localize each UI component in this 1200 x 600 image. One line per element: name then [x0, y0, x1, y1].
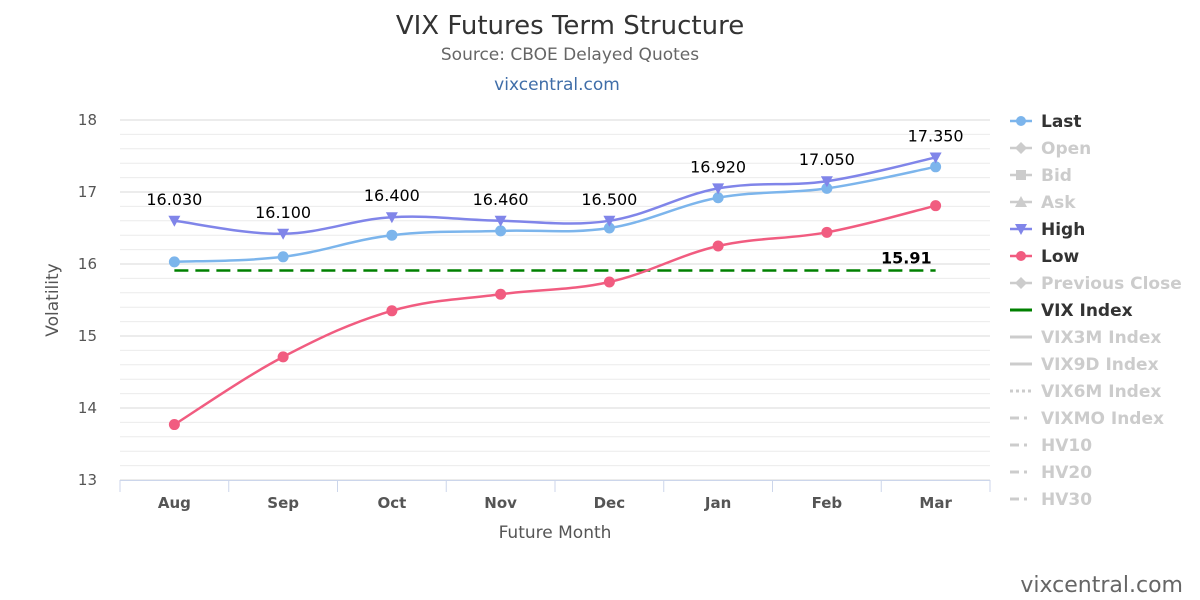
y-tick-label: 17 [78, 183, 97, 201]
legend-item-previous-close[interactable]: Previous Close [1010, 274, 1182, 294]
x-tick-label: Dec [594, 494, 626, 512]
high-point[interactable] [820, 176, 833, 188]
legend-label: Ask [1041, 193, 1076, 213]
legend-diamond-icon [1015, 142, 1027, 154]
legend-label: High [1041, 220, 1085, 240]
legend-triangle-down-icon [1015, 224, 1027, 235]
high-point[interactable] [929, 152, 942, 164]
legend-item-open[interactable]: Open [1010, 139, 1091, 159]
legend-label: VIX9D Index [1041, 355, 1159, 375]
low-point[interactable] [712, 240, 724, 252]
legend-label: Low [1041, 247, 1080, 267]
last-series-line [174, 165, 936, 264]
legend-circle-icon [1016, 116, 1026, 126]
x-tick-label: Nov [484, 494, 517, 512]
legend-item-vix6m-index[interactable]: VIX6M Index [1010, 382, 1161, 402]
legend-label: HV10 [1041, 436, 1092, 456]
low-point[interactable] [277, 351, 289, 363]
chart-title: VIX Futures Term Structure [396, 11, 744, 41]
last-point[interactable] [603, 222, 615, 234]
axes: 13 14 15 16 17 18 Aug Sep Oct Nov Dec Jan Feb Mar [78, 111, 991, 512]
last-data-label: 17.050 [799, 150, 855, 169]
legend-item-vix9d-index[interactable]: VIX9D Index [1010, 355, 1159, 375]
y-tick-label: 15 [78, 327, 97, 345]
legend-item-high[interactable]: High [1010, 220, 1085, 240]
last-data-label: 16.100 [255, 203, 311, 222]
legend: Last Open Bid Ask High Low Previous Close VIX I… [1010, 112, 1182, 510]
last-data-label: 16.400 [364, 186, 420, 205]
chart-subtitle: Source: CBOE Delayed Quotes [441, 45, 699, 65]
low-point[interactable] [495, 288, 507, 300]
legend-circle-icon [1016, 251, 1026, 261]
low-point[interactable] [930, 200, 942, 212]
legend-item-hv10[interactable]: HV10 [1010, 436, 1092, 456]
last-point[interactable] [930, 161, 942, 173]
legend-item-vix-index[interactable]: VIX Index [1010, 301, 1133, 321]
credit-watermark[interactable]: vixcentral.com [1020, 573, 1183, 598]
legend-label: Open [1041, 139, 1091, 159]
vix-index-label: 15.91 [881, 248, 932, 267]
low-point[interactable] [603, 276, 615, 288]
legend-item-vixmo-index[interactable]: VIXMO Index [1010, 409, 1164, 429]
legend-item-hv20[interactable]: HV20 [1010, 463, 1092, 483]
last-point[interactable] [821, 182, 833, 194]
low-point[interactable] [821, 226, 833, 238]
high-point[interactable] [603, 215, 616, 227]
low-point[interactable] [386, 305, 398, 317]
legend-square-icon [1016, 170, 1026, 180]
legend-item-low[interactable]: Low [1010, 247, 1080, 267]
high-point[interactable] [168, 215, 181, 227]
y-tick-label: 14 [78, 399, 97, 417]
legend-item-hv30[interactable]: HV30 [1010, 490, 1092, 510]
legend-label: VIX Index [1041, 301, 1133, 321]
legend-label: VIX3M Index [1041, 328, 1161, 348]
x-tick-label: Feb [812, 494, 843, 512]
legend-label: VIX6M Index [1041, 382, 1161, 402]
y-tick-label: 13 [78, 471, 97, 489]
x-tick-label: Jan [704, 494, 731, 512]
last-data-label: 16.460 [473, 190, 529, 209]
last-data-label: 16.030 [146, 190, 202, 209]
legend-item-vix3m-index[interactable]: VIX3M Index [1010, 328, 1161, 348]
last-data-label: 16.500 [581, 190, 637, 209]
plot-series [168, 152, 942, 431]
high-point[interactable] [494, 215, 507, 227]
high-point[interactable] [712, 183, 725, 195]
legend-label: HV20 [1041, 463, 1092, 483]
last-point[interactable] [495, 225, 507, 237]
data-labels: 15.91 16.030 16.100 16.400 16.460 16.500 16.92… [146, 126, 963, 267]
x-tick-label: Mar [919, 494, 952, 512]
y-tick-label: 18 [78, 111, 97, 129]
last-point[interactable] [386, 229, 398, 241]
last-data-label: 17.350 [908, 126, 964, 145]
low-series-line [173, 204, 936, 426]
legend-label: Bid [1041, 166, 1072, 186]
source-link[interactable]: vixcentral.com [494, 75, 620, 95]
high-series-line [174, 156, 936, 236]
x-tick-label: Aug [158, 494, 191, 512]
legend-item-bid[interactable]: Bid [1010, 166, 1072, 186]
x-axis-title: Future Month [499, 523, 612, 543]
last-data-label: 16.920 [690, 157, 746, 176]
legend-label: VIXMO Index [1041, 409, 1164, 429]
high-point[interactable] [277, 228, 290, 240]
low-point[interactable] [168, 419, 180, 431]
legend-diamond-icon [1015, 277, 1027, 289]
last-point[interactable] [277, 251, 289, 263]
legend-label: Previous Close [1041, 274, 1182, 294]
x-tick-label: Oct [377, 494, 406, 512]
high-point[interactable] [385, 212, 398, 224]
legend-item-ask[interactable]: Ask [1010, 193, 1076, 213]
legend-label: Last [1041, 112, 1082, 132]
y-tick-label: 16 [78, 255, 97, 273]
last-point[interactable] [168, 256, 180, 268]
y-axis-title: Volatility [43, 263, 63, 336]
legend-triangle-icon [1015, 196, 1027, 207]
legend-item-last[interactable]: Last [1010, 112, 1082, 132]
legend-label: HV30 [1041, 490, 1092, 510]
x-tick-label: Sep [267, 494, 299, 512]
last-point[interactable] [712, 192, 724, 204]
